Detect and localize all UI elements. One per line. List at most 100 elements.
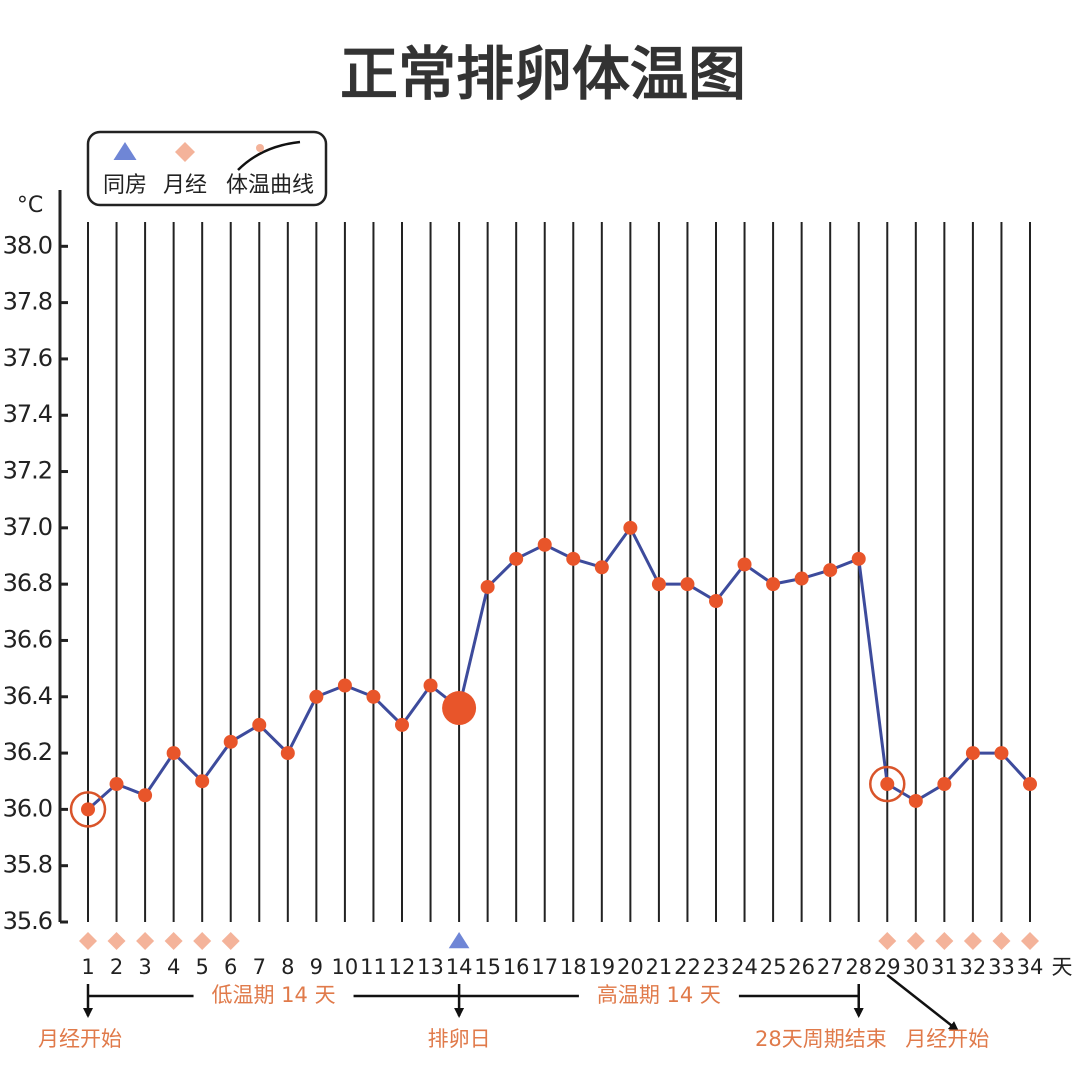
- y-tick-label: 36.8: [3, 569, 52, 597]
- marker-triangle: [448, 932, 470, 949]
- x-unit: 天: [1052, 955, 1073, 979]
- x-tick-label: 22: [674, 955, 701, 979]
- x-tick-label: 8: [281, 955, 294, 979]
- phase-label-bg: [193, 982, 354, 1010]
- data-point: [337, 678, 352, 693]
- marker-diamond: [878, 932, 897, 950]
- data-point: [509, 551, 524, 566]
- data-point: [823, 563, 838, 578]
- x-tick-label: 28: [845, 955, 872, 979]
- x-tick-label: 11: [360, 955, 387, 979]
- data-point: [423, 678, 438, 693]
- event-label: 月经开始: [905, 1027, 989, 1051]
- cycle-start-ring: [869, 765, 906, 803]
- temperature-line: [87, 524, 1032, 811]
- x-tick-label: 31: [931, 955, 958, 979]
- x-tick-label: 14: [446, 955, 473, 979]
- data-point: [709, 594, 723, 609]
- event-label: 排卵日: [428, 1027, 491, 1051]
- data-point: [851, 551, 866, 566]
- data-point: [880, 777, 895, 792]
- y-tick-label: 36.2: [3, 738, 52, 766]
- x-tick-label: 30: [902, 955, 929, 979]
- data-point: [395, 717, 409, 732]
- legend-line: [237, 140, 301, 171]
- x-tick-label: 13: [417, 955, 444, 979]
- marker-diamond: [193, 932, 212, 950]
- data-point: [537, 537, 552, 552]
- x-tick-label: 26: [788, 955, 815, 979]
- data-point: [937, 777, 952, 792]
- x-tick-label: 9: [310, 955, 323, 979]
- data-point: [223, 734, 238, 749]
- data-point: [138, 788, 153, 803]
- event-label: 28天周期结束: [755, 1027, 887, 1051]
- marker-diamond: [107, 932, 126, 950]
- x-tick-label: 33: [988, 955, 1015, 979]
- x-tick-label: 27: [817, 955, 844, 979]
- data-point: [280, 746, 295, 761]
- marker-diamond: [906, 932, 925, 950]
- data-point: [737, 557, 752, 572]
- data-point: [651, 577, 666, 592]
- x-tick-label: 25: [760, 955, 787, 979]
- x-tick-label: 5: [195, 955, 208, 979]
- data-point: [594, 560, 609, 575]
- phase-label: 低温期 14 天: [212, 983, 336, 1007]
- event-label: 月经开始: [38, 1027, 122, 1051]
- y-tick-label: 37.4: [3, 400, 52, 428]
- y-tick-label: 37.8: [3, 288, 52, 316]
- phase-label: 高温期 14 天: [597, 983, 721, 1007]
- x-tick-label: 20: [617, 955, 644, 979]
- phase-label-bg: [578, 982, 739, 1010]
- x-tick-label: 12: [389, 955, 416, 979]
- x-tick-label: 19: [588, 955, 615, 979]
- y-unit: °C: [17, 193, 43, 218]
- data-point: [109, 777, 124, 792]
- data-point: [480, 579, 495, 594]
- y-tick-label: 35.6: [3, 907, 52, 935]
- x-tick-label: 32: [960, 955, 987, 979]
- legend-label: 体温曲线: [226, 173, 314, 198]
- data-point: [766, 577, 781, 592]
- x-tick-label: 21: [646, 955, 673, 979]
- marker-diamond: [136, 932, 155, 950]
- x-tick-label: 15: [474, 955, 501, 979]
- data-point: [680, 577, 695, 592]
- data-point: [1023, 777, 1037, 792]
- y-tick-label: 36.6: [3, 625, 52, 653]
- data-point: [908, 793, 923, 808]
- legend-label: 月经: [163, 173, 207, 198]
- x-tick-label: 23: [703, 955, 730, 979]
- x-tick-label: 4: [167, 955, 180, 979]
- legend-symbol: [113, 142, 137, 160]
- x-tick-label: 24: [731, 955, 758, 979]
- data-point: [81, 802, 95, 817]
- y-tick-label: 35.8: [3, 851, 52, 879]
- ovulation-point: [442, 691, 477, 726]
- legend-point: [256, 144, 264, 152]
- marker-diamond: [164, 932, 183, 950]
- data-point: [195, 774, 210, 789]
- marker-diamond: [1021, 932, 1039, 950]
- data-point: [994, 746, 1009, 761]
- x-tick-label: 7: [253, 955, 266, 979]
- chart-title: 正常排卵体温图: [340, 40, 746, 108]
- marker-diamond: [963, 932, 982, 950]
- y-tick-label: 36.0: [3, 794, 52, 822]
- x-tick-label: 1: [81, 955, 94, 979]
- cycle-start-ring: [69, 791, 107, 828]
- legend-symbol: [175, 142, 195, 162]
- data-point: [309, 689, 324, 704]
- marker-diamond: [79, 932, 97, 950]
- x-tick-label: 17: [531, 955, 558, 979]
- data-point: [166, 746, 181, 761]
- x-tick-label: 34: [1017, 955, 1044, 979]
- y-tick-label: 36.4: [3, 682, 52, 710]
- data-point: [794, 571, 809, 586]
- marker-diamond: [221, 932, 240, 950]
- data-point: [965, 746, 980, 761]
- event-arrow: [886, 974, 959, 1032]
- x-tick-label: 10: [332, 955, 359, 979]
